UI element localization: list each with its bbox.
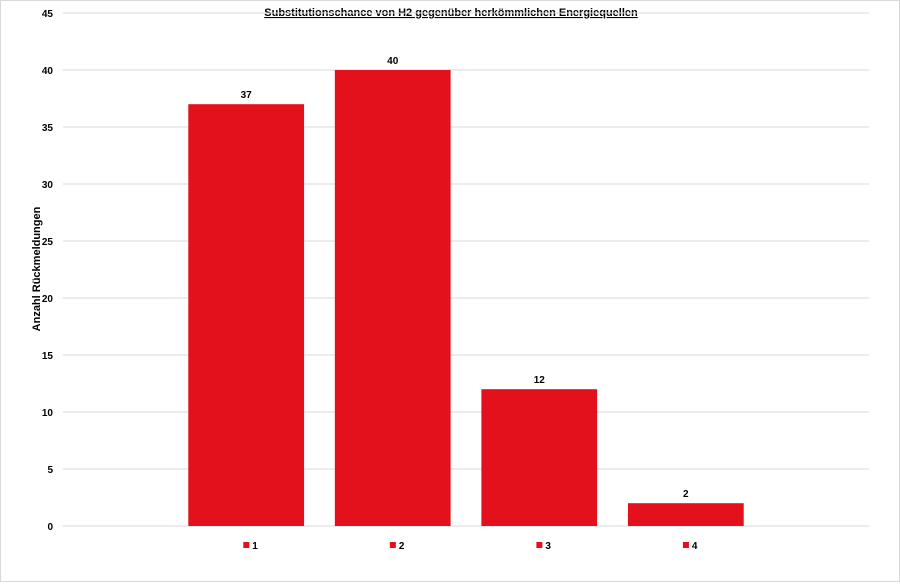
legend-swatch — [243, 542, 250, 548]
data-label: 37 — [241, 90, 253, 101]
data-label: 2 — [683, 489, 689, 500]
bars — [188, 70, 744, 526]
legend-swatch — [536, 542, 543, 548]
y-tick-label: 35 — [42, 123, 54, 134]
data-label: 40 — [387, 56, 399, 67]
bar — [188, 104, 305, 526]
data-labels: 37 40 12 2 — [241, 56, 689, 500]
legend-swatch — [682, 542, 689, 548]
legend-label: 2 — [399, 541, 405, 552]
legend: 1 2 3 4 — [243, 541, 698, 552]
bar — [627, 503, 744, 526]
data-label: 12 — [534, 375, 546, 386]
bar — [334, 70, 451, 526]
legend-swatch — [389, 542, 396, 548]
y-tick-label: 40 — [42, 66, 54, 77]
y-tick-label: 20 — [42, 294, 54, 305]
bar — [481, 389, 598, 526]
y-tick-label: 10 — [42, 408, 54, 419]
y-tick-label: 15 — [42, 351, 54, 362]
legend-label: 1 — [252, 541, 258, 552]
y-tick-label: 5 — [47, 465, 53, 476]
y-tick-label: 30 — [42, 180, 54, 191]
legend-label: 4 — [692, 541, 698, 552]
gridlines — [63, 12, 869, 527]
y-axis-label: Anzahl Rückmeldungen — [31, 206, 43, 331]
y-tick-label: 45 — [42, 9, 54, 20]
y-tick-label: 0 — [47, 522, 53, 533]
y-tick-labels: 0 5 10 15 20 25 30 35 40 45 — [42, 9, 54, 533]
y-tick-label: 25 — [42, 237, 54, 248]
legend-label: 3 — [545, 541, 551, 552]
